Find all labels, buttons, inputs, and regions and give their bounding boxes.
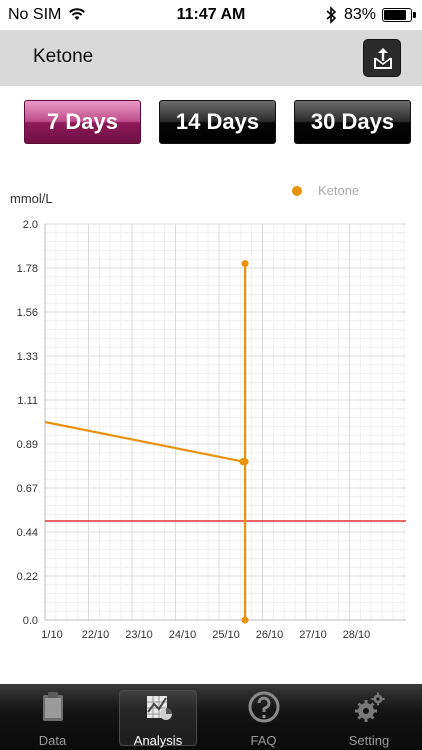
carrier-label: No SIM xyxy=(8,6,62,23)
tab-setting-label: Setting xyxy=(348,733,390,748)
tab-data-label: Data xyxy=(38,733,67,748)
data-point xyxy=(241,616,249,624)
x-tick-label: 1/10 xyxy=(41,629,62,641)
tab-analysis-label: Analysis xyxy=(133,733,183,748)
tab-faq[interactable]: FAQ xyxy=(211,684,316,750)
y-tick-label: 0.67 xyxy=(17,483,38,495)
x-tick-label: 28/10 xyxy=(343,629,371,641)
ketone-series-line xyxy=(44,263,247,622)
y-tick-label: 1.56 xyxy=(17,307,38,319)
legend-label: Ketone xyxy=(318,183,360,198)
ketone-chart: 0.0 0.22 0.44 0.67 0.89 1.11 1.33 1.56 1.78 2.0 1/… xyxy=(17,219,406,641)
chart-analysis-icon xyxy=(147,696,172,720)
clock: 11:47 AM xyxy=(176,6,246,23)
x-tick-label: 26/10 xyxy=(256,629,284,641)
y-tick-label: 0.0 xyxy=(23,615,38,627)
nav-bar: Ketone xyxy=(0,30,422,86)
y-tick-label: 1.33 xyxy=(17,351,38,363)
period-14-days-button[interactable]: 14 Days xyxy=(159,100,276,144)
tab-bar: Data Analysis FAQ Setting xyxy=(0,684,422,750)
export-icon xyxy=(374,48,392,69)
battery-percent: 83% xyxy=(344,6,377,23)
data-point xyxy=(241,260,249,268)
y-tick-label: 1.11 xyxy=(17,395,38,407)
status-bar: No SIM 11:47 AM 83% xyxy=(0,0,422,30)
battery-icon xyxy=(382,8,416,22)
gears-icon xyxy=(355,692,385,722)
page-title: Ketone xyxy=(33,46,94,67)
bluetooth-icon xyxy=(326,6,337,24)
y-tick-label: 0.44 xyxy=(17,527,38,539)
tab-faq-label: FAQ xyxy=(250,733,277,748)
x-tick-label: 22/10 xyxy=(82,629,110,641)
x-tick-label: 25/10 xyxy=(212,629,240,641)
period-7-days-button[interactable]: 7 Days xyxy=(24,100,141,144)
x-tick-label: 23/10 xyxy=(125,629,153,641)
tab-data[interactable]: Data xyxy=(0,684,105,750)
y-tick-label: 2.0 xyxy=(23,219,38,231)
question-icon xyxy=(248,691,279,723)
x-tick-label: 27/10 xyxy=(299,629,327,641)
clipboard-icon xyxy=(42,692,63,721)
y-tick-label: 1.78 xyxy=(17,263,38,275)
y-tick-label: 0.22 xyxy=(17,571,38,583)
x-tick-label: 24/10 xyxy=(169,629,197,641)
y-tick-label: 0.89 xyxy=(17,439,38,451)
tab-setting[interactable]: Setting xyxy=(316,684,422,750)
tab-analysis[interactable]: Analysis xyxy=(105,684,211,750)
legend-marker xyxy=(292,186,302,196)
period-30-days-button[interactable]: 30 Days xyxy=(294,100,411,144)
data-point xyxy=(241,458,249,466)
export-button[interactable] xyxy=(363,39,401,77)
y-axis-label: mmol/L xyxy=(10,191,53,206)
wifi-icon xyxy=(69,8,85,20)
